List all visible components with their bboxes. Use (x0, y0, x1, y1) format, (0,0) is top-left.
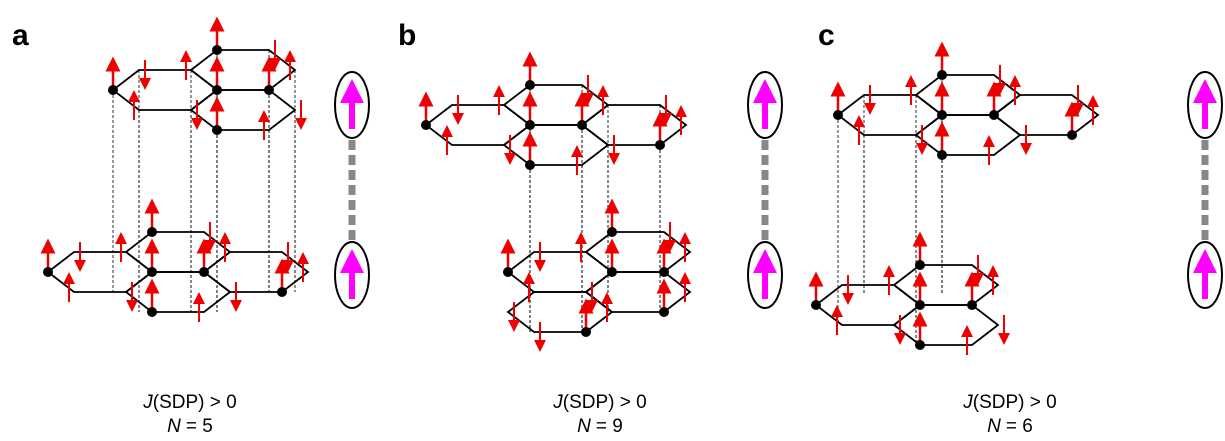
atom (915, 340, 925, 350)
atom (659, 267, 669, 277)
atom (212, 45, 222, 55)
panel-label: c (818, 19, 835, 52)
hexagon (504, 85, 608, 125)
atom (147, 267, 157, 277)
hexagon (816, 285, 920, 325)
atom (277, 287, 287, 297)
hexagon (586, 232, 690, 272)
hexagon (586, 272, 690, 312)
atom (607, 227, 617, 237)
symbol: N (987, 416, 1001, 437)
hexagon (508, 252, 612, 292)
caption-text: (SDP) > 0 (973, 392, 1057, 413)
caption-line: J(SDP) > 0 (142, 392, 236, 413)
atom (1067, 130, 1077, 140)
atom (212, 125, 222, 135)
hexagon (113, 70, 217, 110)
atom (655, 140, 665, 150)
hexagon (894, 265, 998, 305)
caption-line: N= 5 (167, 416, 213, 437)
caption-line: N= 6 (987, 416, 1033, 437)
atom (43, 267, 53, 277)
atom (811, 300, 821, 310)
hexagon (504, 125, 608, 165)
hexagon (894, 305, 998, 345)
atom (421, 120, 431, 130)
atom (659, 307, 669, 317)
atom (503, 267, 513, 277)
symbol: J (962, 392, 973, 413)
hexagon (204, 252, 308, 292)
hexagon (126, 232, 230, 272)
hexagon (508, 292, 612, 332)
atom (937, 110, 947, 120)
atom (108, 85, 118, 95)
hexagon (916, 75, 1020, 115)
atom (147, 227, 157, 237)
atom (264, 85, 274, 95)
atom (833, 110, 843, 120)
symbol: J (552, 392, 563, 413)
caption-text: = 9 (596, 416, 623, 437)
caption-text: (SDP) > 0 (153, 392, 237, 413)
caption-text: (SDP) > 0 (563, 392, 647, 413)
atom (525, 80, 535, 90)
hexagon (994, 95, 1098, 135)
symbol: J (142, 392, 153, 413)
drawing (43, 24, 1222, 355)
panel-label: b (398, 19, 416, 52)
hexagon (838, 95, 942, 135)
caption-line: J(SDP) > 0 (552, 392, 646, 413)
panel-label: a (12, 19, 29, 52)
atom (581, 327, 591, 337)
figure: a b c J(SDP) > 0 N= 5 J(SDP) > 0 N= 9 J(… (0, 0, 1225, 441)
atom (937, 70, 947, 80)
atom (915, 260, 925, 270)
atom (212, 85, 222, 95)
hexagon (916, 115, 1020, 155)
atom (915, 300, 925, 310)
hexagon (582, 105, 686, 145)
symbol: N (167, 416, 181, 437)
atom (989, 110, 999, 120)
hexagon (126, 272, 230, 312)
atom (607, 267, 617, 277)
atom (525, 120, 535, 130)
atom (199, 267, 209, 277)
hexagon (48, 252, 152, 292)
hexagon (426, 105, 530, 145)
atom (577, 120, 587, 130)
caption-line: J(SDP) > 0 (962, 392, 1056, 413)
symbol: N (577, 416, 591, 437)
caption-line: N= 9 (577, 416, 623, 437)
atom (967, 300, 977, 310)
hexagon (191, 50, 295, 90)
caption-text: = 5 (186, 416, 213, 437)
hexagon (191, 90, 295, 130)
atom (525, 160, 535, 170)
atom (147, 307, 157, 317)
atom (937, 150, 947, 160)
caption-text: = 6 (1006, 416, 1033, 437)
